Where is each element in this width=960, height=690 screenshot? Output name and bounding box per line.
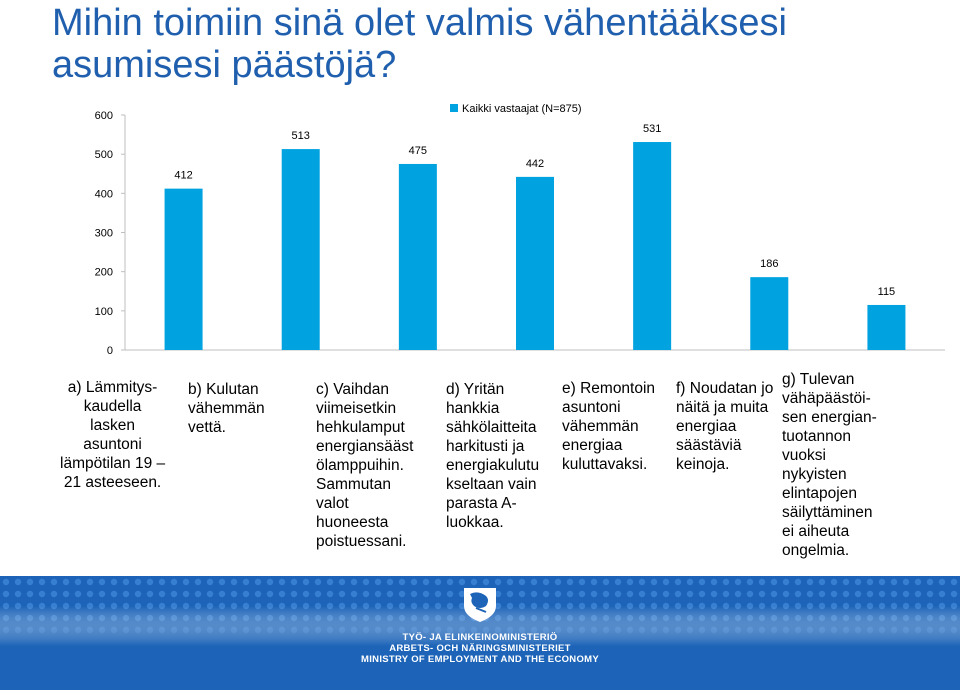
category-label: c) Vaihdan viimeisetkin hehkulamput ener… xyxy=(316,381,414,550)
bar xyxy=(633,142,672,350)
footer-banner: TYÖ- JA ELINKEINOMINISTERIÖ ARBETS- OCH … xyxy=(0,576,960,690)
bar xyxy=(516,176,554,350)
data-label: 475 xyxy=(409,145,427,157)
ministry-name-sv: ARBETS- OCH NÄRINGSMINISTERIET xyxy=(389,643,571,654)
category-label: f) Noudatan jo näitä ja muita energiaa s… xyxy=(676,380,774,473)
footer-pattern xyxy=(0,576,960,646)
data-label: 442 xyxy=(526,158,544,170)
category-label: g) Tulevan vähäpäästöi- sen energian- tu… xyxy=(782,371,877,559)
legend: Kaikki vastaajat (N=875) xyxy=(450,103,582,115)
ministry-name-en: MINISTRY OF EMPLOYMENT AND THE ECONOMY xyxy=(361,654,599,665)
bar xyxy=(750,277,789,350)
y-tick-label: 0 xyxy=(107,345,113,357)
lion-emblem-icon xyxy=(464,588,496,622)
y-tick-label: 200 xyxy=(95,267,113,279)
legend-label: Kaikki vastaajat (N=875) xyxy=(462,103,582,115)
data-label: 115 xyxy=(878,286,896,298)
ministry-name-fi: TYÖ- JA ELINKEINOMINISTERIÖ xyxy=(402,632,558,643)
data-label: 513 xyxy=(292,130,310,142)
bar xyxy=(398,163,437,350)
data-label: 412 xyxy=(174,170,192,182)
y-tick-label: 100 xyxy=(95,306,113,318)
category-label: e) Remontoin asuntoni vähemmän energiaa … xyxy=(562,380,656,473)
legend-swatch xyxy=(450,104,458,112)
y-tick-label: 300 xyxy=(95,228,113,240)
bar-chart: 0 100 200 300 400 500 600 412 513 475 442 531 186 115… xyxy=(95,103,945,357)
bar xyxy=(164,188,203,350)
bar xyxy=(867,304,906,350)
category-label: d) Yritän hankkia sähkölaitteita harkitu… xyxy=(446,381,540,531)
y-tick-label: 600 xyxy=(95,110,113,122)
y-tick-label: 400 xyxy=(95,188,113,200)
category-label: b) Kulutan vähemmän vettä. xyxy=(188,381,265,436)
bar xyxy=(281,149,320,350)
y-tick-label: 500 xyxy=(95,149,113,161)
data-label: 531 xyxy=(643,123,661,135)
category-label: a) Lämmitys- kaudella lasken asuntoni lä… xyxy=(60,379,166,491)
data-label: 186 xyxy=(760,258,778,270)
page-title: Mihin toimiin sinä olet valmis vähentääk… xyxy=(52,2,787,86)
